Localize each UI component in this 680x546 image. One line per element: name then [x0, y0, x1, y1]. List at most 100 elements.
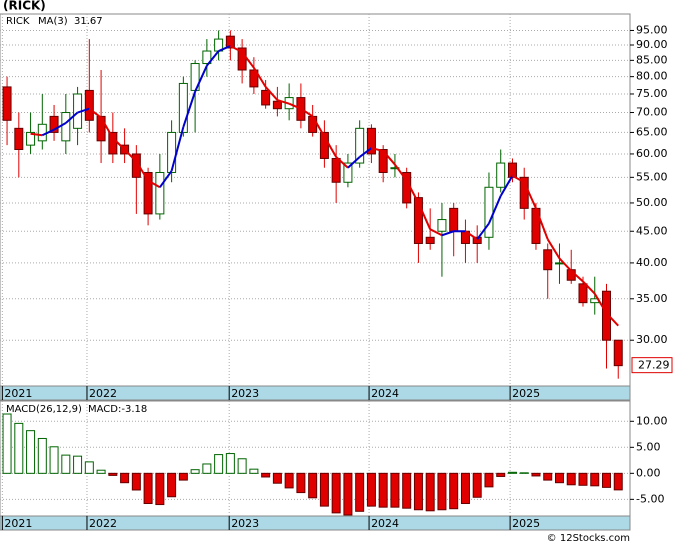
- ma-line: [159, 170, 173, 188]
- candle-body: [249, 69, 259, 88]
- ma-line: [546, 238, 561, 259]
- legend-ticker: RICK: [6, 16, 30, 27]
- macd-bar: [601, 472, 611, 488]
- macd-bar: [225, 453, 235, 474]
- candle-body: [61, 112, 71, 142]
- macd-bar: [167, 472, 177, 498]
- ma-line: [65, 111, 79, 124]
- ma-line: [182, 91, 197, 128]
- y-tick-label: 35.00: [636, 292, 668, 305]
- macd-bar: [531, 472, 541, 477]
- candle-body: [272, 100, 282, 110]
- macd-bar: [26, 430, 36, 474]
- candle-body: [378, 149, 388, 173]
- y-tick-label: 80.00: [636, 70, 668, 83]
- ma-line: [593, 293, 608, 314]
- y-tick-label: 60.00: [636, 147, 668, 160]
- candle-body: [437, 219, 447, 232]
- macd-bar: [202, 463, 212, 474]
- candle-body: [543, 249, 553, 271]
- macd-label: MACD:-3.18: [88, 404, 147, 415]
- macd-bar: [319, 472, 329, 507]
- ma-line: [488, 195, 502, 224]
- macd-bar: [178, 472, 188, 481]
- macd-bar: [214, 454, 224, 474]
- ma-line: [441, 230, 455, 237]
- y-tick-label: 95.00: [636, 23, 668, 36]
- x-tick-label: 2024: [371, 517, 399, 530]
- ma-line: [429, 228, 443, 237]
- macd-bar: [437, 472, 447, 511]
- candle-body: [49, 115, 59, 133]
- y-tick-label: 65.00: [636, 125, 668, 138]
- x-tick-label: 2021: [4, 517, 32, 530]
- candle-body: [261, 89, 271, 106]
- candle-body: [143, 171, 153, 215]
- ma-line: [77, 107, 90, 114]
- candle-body: [178, 82, 188, 133]
- candle-body: [601, 290, 611, 341]
- macd-bar: [143, 472, 153, 505]
- macd-bar: [590, 472, 600, 487]
- ma-line: [347, 156, 361, 169]
- candle-body: [507, 162, 517, 178]
- y-tick-label: 0.00: [636, 466, 661, 479]
- y-tick-label: 55.00: [636, 170, 668, 183]
- candle-body: [472, 236, 482, 244]
- macd-bar: [343, 472, 353, 516]
- macd-bar: [543, 472, 553, 481]
- candle-body: [484, 186, 494, 238]
- macd-bar: [566, 472, 576, 486]
- macd-bar: [249, 468, 259, 474]
- macd-bar: [73, 455, 83, 474]
- y-tick-label: -5.00: [636, 492, 664, 505]
- plot-area: [0, 13, 631, 387]
- ma-line: [288, 102, 302, 110]
- candle-body: [14, 127, 24, 151]
- macd-bar: [272, 472, 282, 484]
- ma-line: [311, 115, 326, 138]
- macd-bar: [355, 472, 365, 512]
- macd-bar: [61, 454, 71, 474]
- y-tick-label: 75.00: [636, 87, 668, 100]
- ma-line: [264, 86, 279, 101]
- y-tick-label: 85.00: [636, 53, 668, 66]
- ma-line: [382, 150, 396, 166]
- candle-body: [37, 123, 47, 142]
- ma-line: [570, 270, 584, 283]
- macd-bar: [402, 472, 412, 509]
- last-price-box: [631, 357, 673, 374]
- legend-value: 31.67: [74, 16, 103, 27]
- candle-body: [413, 197, 423, 244]
- macd-bar: [108, 472, 118, 476]
- macd-bar: [49, 446, 59, 474]
- candle-body: [554, 262, 564, 265]
- ma-line: [359, 147, 373, 158]
- macd-bar: [96, 469, 106, 474]
- x-tick-label: 2022: [89, 387, 117, 400]
- x-tick-label: 2025: [512, 517, 540, 530]
- ma-line: [206, 50, 220, 67]
- y-tick-label: 90.00: [636, 38, 668, 51]
- ma-line: [605, 312, 619, 327]
- candle-body: [578, 283, 588, 304]
- macd-bar: [331, 472, 341, 514]
- macd-bar: [308, 472, 318, 499]
- candle-body: [26, 131, 36, 146]
- macd-bar: [496, 472, 506, 477]
- last-price-label: 27.29: [638, 359, 670, 372]
- ma-line: [194, 65, 208, 93]
- macd-title: MACD(26,12,9): [6, 404, 82, 415]
- ma-line: [582, 280, 596, 295]
- ma-line: [30, 132, 43, 137]
- ma-line: [218, 45, 231, 52]
- candle-body: [96, 115, 106, 142]
- ma-line: [476, 222, 490, 240]
- candle-body: [225, 35, 235, 49]
- macd-bar: [449, 472, 459, 510]
- candle-body: [331, 157, 341, 183]
- candle-body: [613, 339, 623, 367]
- x-tick-label: 2023: [231, 517, 259, 530]
- ma-line: [464, 230, 478, 241]
- macd-bar: [519, 472, 529, 474]
